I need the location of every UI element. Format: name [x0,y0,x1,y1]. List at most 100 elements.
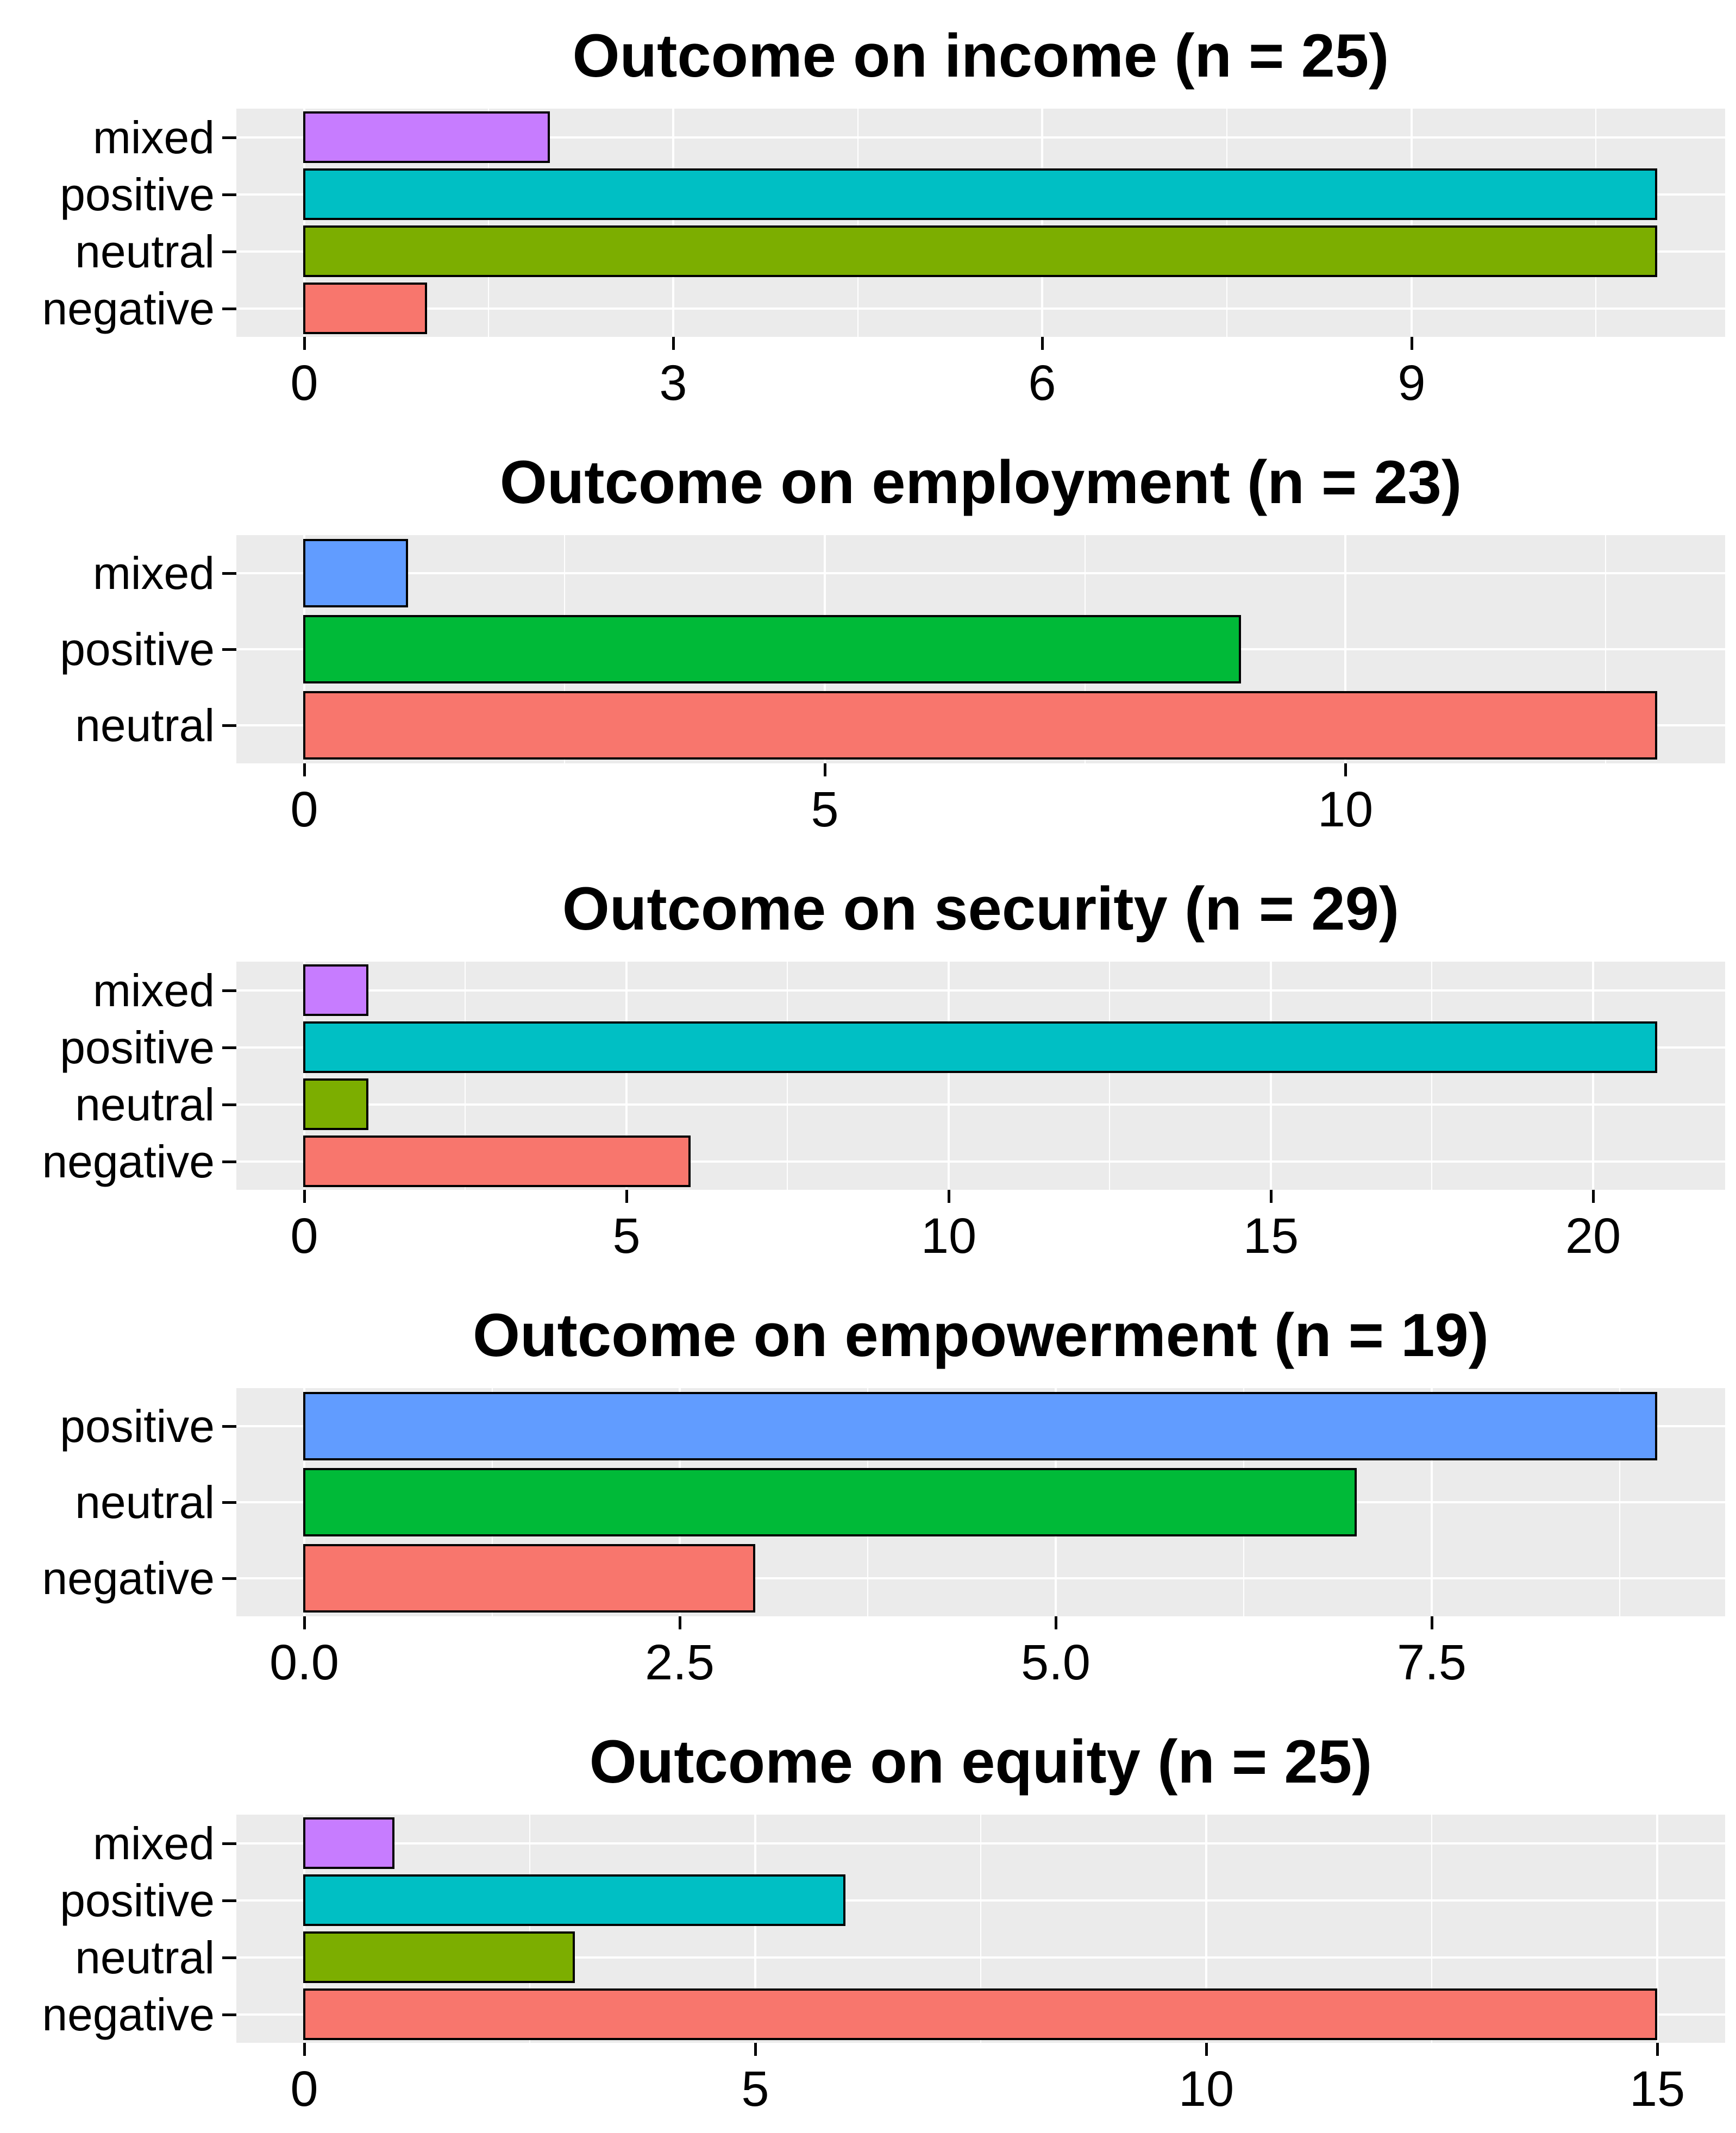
y-axis-label: negative [42,283,215,334]
bar-positive [303,1392,1658,1460]
y-axis-label: positive [60,1401,215,1452]
chart-equity: Outcome on equity (n = 25) mixed positive n… [0,1706,1736,2133]
grid-minor-vline [488,109,490,337]
x-tick-mark [1041,337,1044,350]
chart-title: Outcome on empowerment (n = 19) [472,1301,1489,1369]
chart-security: Outcome on security (n = 29) mixed positiv… [0,853,1736,1279]
x-tick-mark [1656,2043,1659,2056]
y-tick-mark [222,1425,236,1428]
bar-positive [303,1874,845,1926]
y-tick-mark [222,1899,236,1902]
x-axis-tick-label: 5 [741,2061,769,2117]
x-axis-tick-label: 0.0 [270,1635,339,1690]
bar-neutral [303,1078,369,1130]
y-tick-mark [222,308,236,310]
x-tick-mark [1055,1616,1057,1629]
y-axis-label: negative [42,1989,215,2040]
grid-minor-vline [857,109,858,337]
bar-neutral [303,1468,1357,1536]
bar-mixed [303,1817,394,1869]
x-tick-mark [754,2043,757,2056]
y-axis-label: negative [42,1136,215,1187]
y-tick-mark [222,1103,236,1106]
x-axis-tick-label: 9 [1397,355,1426,411]
bar-mixed [303,539,409,607]
y-axis-label: neutral [75,1079,215,1130]
chart-empowerment: Outcome on empowerment (n = 19) positive n… [0,1279,1736,1706]
y-axis-label: neutral [75,226,215,277]
y-axis-label: mixed [92,112,215,163]
grid-major-hline [236,989,1725,992]
y-tick-mark [222,193,236,196]
plot-panel [236,109,1725,337]
y-tick-mark [222,1577,236,1580]
x-axis-tick-label: 5 [612,1208,641,1264]
grid-major-hline [236,1577,1725,1579]
grid-minor-vline [1431,962,1433,1190]
x-axis-tick-label: 7.5 [1397,1635,1466,1690]
y-tick-mark [222,250,236,253]
bar-positive [303,1021,1658,1073]
y-tick-mark [222,1956,236,1959]
y-tick-mark [222,648,236,651]
grid-major-vline [754,1815,756,2043]
grid-major-hline [236,1956,1725,1959]
y-axis-label: neutral [75,700,215,751]
grid-major-hline [236,1160,1725,1163]
y-tick-mark [222,1501,236,1504]
x-axis-tick-label: 0 [290,1208,318,1264]
grid-minor-vline [1226,109,1227,337]
x-axis-tick-label: 3 [659,355,687,411]
grid-major-vline [303,109,305,337]
x-axis-tick-label: 20 [1565,1208,1621,1264]
y-axis-label: positive [60,1875,215,1926]
grid-major-hline [236,136,1725,139]
x-tick-mark [303,1616,306,1629]
grid-major-vline [1410,109,1413,337]
chart-title: Outcome on income (n = 25) [572,22,1389,90]
bar-neutral [303,691,1658,760]
grid-major-vline [947,962,950,1190]
y-axis-label: positive [60,624,215,675]
y-tick-mark [222,1046,236,1049]
grid-major-vline [1269,962,1272,1190]
x-tick-mark [625,1190,628,1203]
bar-negative [303,1544,755,1613]
x-axis-tick-label: 5 [811,782,839,837]
plot-panel [236,535,1725,763]
y-axis-label: neutral [75,1932,215,1983]
x-tick-mark [303,337,306,350]
grid-major-hline [236,308,1725,310]
y-axis-label: mixed [92,548,215,599]
x-axis-tick-label: 2.5 [645,1635,715,1690]
grid-major-hline [236,1103,1725,1106]
y-axis-label: positive [60,1022,215,1073]
y-tick-mark [222,989,236,992]
y-tick-mark [222,2013,236,2016]
x-axis-tick-label: 0 [290,2061,318,2117]
y-axis-label: neutral [75,1477,215,1528]
bar-negative [303,1135,691,1187]
grid-major-vline [1205,1815,1208,2043]
x-tick-mark [1431,1616,1433,1629]
x-tick-mark [1344,763,1347,776]
chart-employment: Outcome on employment (n = 23) mixed posit… [0,426,1736,853]
grid-major-vline [303,962,305,1190]
grid-major-vline [1656,1815,1659,2043]
x-tick-mark [1411,337,1413,350]
bar-mixed [303,111,550,163]
grid-major-hline [236,1899,1725,1902]
y-axis-label: mixed [92,1818,215,1869]
x-axis-tick-label: 15 [1243,1208,1299,1264]
chart-title: Outcome on security (n = 29) [562,875,1400,943]
grid-minor-vline [465,962,466,1190]
x-tick-mark [824,763,826,776]
grid-major-hline [236,572,1725,574]
x-tick-mark [1205,2043,1208,2056]
grid-major-vline [625,962,628,1190]
x-axis-tick-label: 10 [1178,2061,1234,2117]
grid-major-vline [1041,109,1044,337]
x-tick-mark [303,1190,306,1203]
y-tick-mark [222,1160,236,1163]
x-axis-tick-label: 5.0 [1021,1635,1091,1690]
